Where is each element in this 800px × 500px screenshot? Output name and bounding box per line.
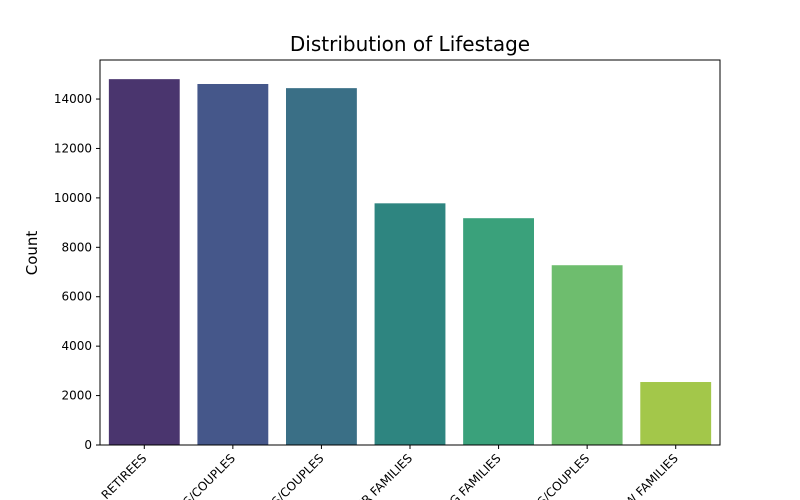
y-tick-label: 12000	[54, 141, 92, 155]
x-tick-label: RETIREES	[99, 451, 150, 500]
bar	[551, 265, 623, 445]
plot-frame	[99, 59, 721, 446]
y-tick-label: 8000	[61, 240, 92, 254]
bar	[197, 83, 269, 446]
bar	[463, 218, 534, 445]
y-tick-label: 2000	[61, 389, 92, 403]
x-tick-label: OLDER FAMILIES	[336, 451, 416, 500]
chart-title: Distribution of Lifestage	[290, 32, 530, 56]
bar	[640, 382, 712, 445]
bar	[374, 203, 446, 445]
y-tick-label: 10000	[54, 191, 92, 205]
y-tick-label: 0	[84, 438, 92, 452]
y-axis-label: Count	[23, 231, 41, 276]
y-tick-label: 4000	[61, 339, 92, 353]
bar	[108, 79, 180, 445]
x-tick-label: NEW FAMILIES	[610, 451, 680, 500]
y-tick-label: 6000	[61, 290, 92, 304]
x-tick-label: YOUNG FAMILIES	[422, 451, 504, 500]
y-tick-label: 14000	[54, 92, 92, 106]
bar	[286, 88, 357, 445]
